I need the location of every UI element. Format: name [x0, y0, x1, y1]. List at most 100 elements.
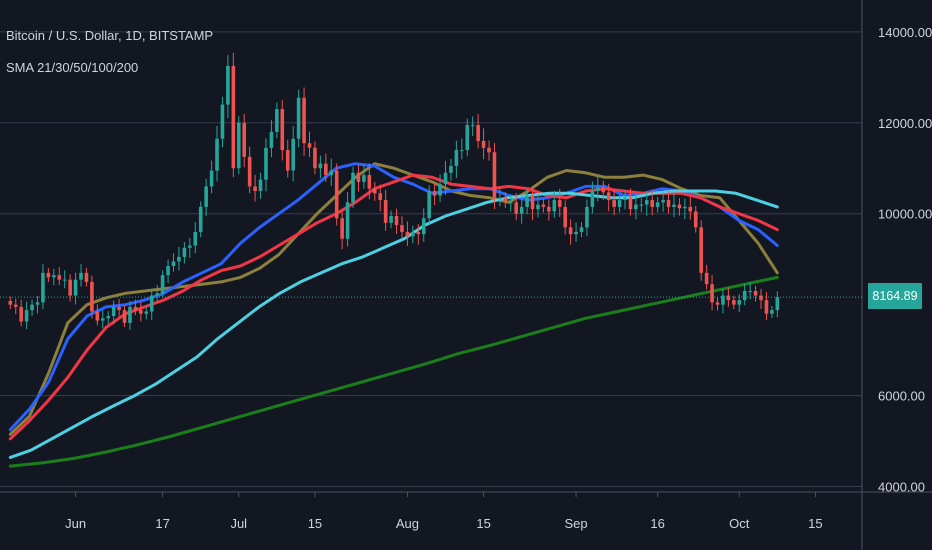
- candle-body: [563, 206, 567, 228]
- candle-body: [258, 179, 263, 191]
- candle-body: [432, 190, 437, 196]
- candle-body: [683, 206, 687, 209]
- candle-body: [601, 187, 606, 193]
- candle-body: [226, 65, 230, 105]
- candle-body: [302, 97, 306, 144]
- time-tick-label: Oct: [729, 516, 750, 531]
- candle-body: [100, 318, 105, 321]
- candle-body: [492, 152, 497, 198]
- time-tick-label: 15: [476, 516, 490, 531]
- candle-body: [465, 125, 470, 151]
- candle-body: [726, 295, 731, 301]
- candle-body: [280, 109, 285, 151]
- candle-body: [307, 143, 312, 148]
- candle-body: [389, 215, 393, 223]
- sma-line-sma200: [8, 275, 779, 468]
- candle-body: [166, 266, 170, 276]
- candle-body: [13, 304, 18, 307]
- candle-body: [291, 138, 295, 171]
- candle-body: [329, 170, 334, 176]
- candle-body: [209, 170, 214, 187]
- candle-body: [617, 200, 622, 207]
- candle-body: [149, 295, 154, 312]
- candle-body: [628, 197, 633, 210]
- candle-body: [460, 150, 464, 152]
- candle-body: [62, 279, 67, 281]
- price-tick-label: 12000.00: [878, 116, 932, 131]
- candle-body: [57, 275, 62, 280]
- candle-body: [236, 122, 241, 169]
- candle-body: [394, 215, 399, 226]
- candle-body: [470, 125, 475, 127]
- candle-body: [340, 218, 344, 239]
- time-tick-label: Sep: [564, 516, 587, 531]
- time-tick-label: 15: [308, 516, 322, 531]
- candle-body: [710, 284, 714, 303]
- candle-body: [253, 186, 257, 191]
- price-tick-label: 14000.00: [878, 25, 932, 40]
- candle-body: [498, 197, 502, 199]
- candle-body: [454, 150, 459, 166]
- indicator-legend[interactable]: SMA 21/30/50/100/200: [6, 60, 139, 75]
- candle-body: [198, 206, 203, 232]
- candle-body: [296, 97, 301, 139]
- candle-body: [699, 227, 703, 273]
- candle-body: [117, 306, 121, 311]
- time-tick-label: 17: [155, 516, 169, 531]
- time-tick-label: Jun: [65, 516, 86, 531]
- candle-body: [8, 301, 13, 305]
- time-tick-label: Aug: [396, 516, 419, 531]
- candle-body: [106, 316, 111, 319]
- candle-body: [345, 202, 350, 239]
- candle-body: [421, 218, 426, 235]
- candle-body: [748, 291, 752, 293]
- candle-body: [503, 197, 508, 203]
- candle-body: [405, 231, 410, 237]
- candle-body: [612, 200, 616, 207]
- candle-body: [188, 245, 192, 248]
- candle-body: [770, 310, 774, 314]
- symbol-title[interactable]: Bitcoin / U.S. Dollar, 1D, BITSTAMP: [6, 28, 214, 43]
- candle-body: [215, 138, 219, 171]
- candle-body: [557, 200, 562, 207]
- candle-body: [133, 306, 138, 311]
- candle-body: [547, 206, 551, 212]
- candle-body: [334, 170, 339, 219]
- price-tick-label: 4000.00: [878, 480, 925, 495]
- candle-body: [367, 175, 372, 189]
- candle-body: [742, 291, 747, 301]
- candle-body: [160, 275, 165, 294]
- time-tick-label: 15: [808, 516, 822, 531]
- candle-body: [623, 197, 627, 201]
- sma-line-sma100: [8, 189, 779, 459]
- candle-body: [383, 200, 388, 223]
- candle-body: [775, 297, 780, 311]
- last-price-badge: 8164.89: [868, 283, 922, 309]
- candle-body: [171, 261, 176, 267]
- candle-body: [519, 206, 524, 214]
- candle-body: [416, 231, 421, 235]
- candle-body: [362, 175, 366, 182]
- price-tick-label: 10000.00: [878, 207, 932, 222]
- candle-body: [585, 206, 589, 228]
- candle-body: [655, 202, 660, 207]
- candle-body: [128, 306, 132, 323]
- candle-body: [530, 195, 535, 210]
- candle-body: [759, 295, 763, 301]
- candle-body: [46, 272, 51, 278]
- candle-body: [30, 304, 34, 311]
- candle-body: [313, 147, 317, 169]
- price-tick-label: 6000.00: [878, 389, 925, 404]
- candle-body: [449, 165, 453, 173]
- candle-body: [764, 300, 769, 314]
- candle-body: [378, 193, 383, 201]
- candle-body: [139, 310, 143, 314]
- candle-body: [737, 300, 742, 305]
- candle-body: [84, 272, 89, 282]
- candle-body: [541, 204, 546, 207]
- candle-body: [693, 211, 698, 228]
- grid-layer: [0, 31, 862, 488]
- candle-body: [144, 311, 149, 314]
